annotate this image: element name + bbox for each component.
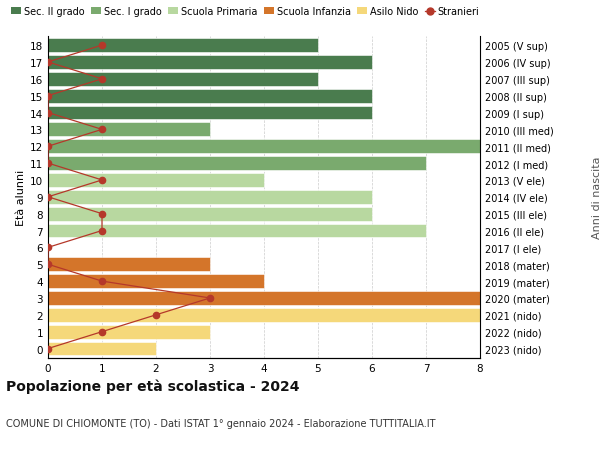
Bar	[48, 123, 210, 137]
Bar	[48, 90, 372, 103]
Bar	[48, 39, 318, 53]
Bar	[48, 308, 480, 322]
Bar	[48, 291, 480, 305]
Bar	[48, 106, 372, 120]
Bar	[48, 258, 210, 272]
Bar	[48, 73, 318, 86]
Text: Anni di nascita: Anni di nascita	[592, 156, 600, 239]
Bar	[48, 325, 210, 339]
Text: COMUNE DI CHIOMONTE (TO) - Dati ISTAT 1° gennaio 2024 - Elaborazione TUTTITALIA.: COMUNE DI CHIOMONTE (TO) - Dati ISTAT 1°…	[6, 418, 436, 428]
Bar	[48, 207, 372, 221]
Bar	[48, 174, 264, 187]
Bar	[48, 157, 426, 171]
Bar	[48, 140, 480, 154]
Bar	[48, 274, 264, 288]
Bar	[48, 342, 156, 356]
Legend: Sec. II grado, Sec. I grado, Scuola Primaria, Scuola Infanzia, Asilo Nido, Stran: Sec. II grado, Sec. I grado, Scuola Prim…	[11, 7, 479, 17]
Text: Popolazione per età scolastica - 2024: Popolazione per età scolastica - 2024	[6, 379, 299, 393]
Bar	[48, 224, 426, 238]
Bar	[48, 56, 372, 70]
Y-axis label: Età alunni: Età alunni	[16, 169, 26, 225]
Bar	[48, 190, 372, 204]
